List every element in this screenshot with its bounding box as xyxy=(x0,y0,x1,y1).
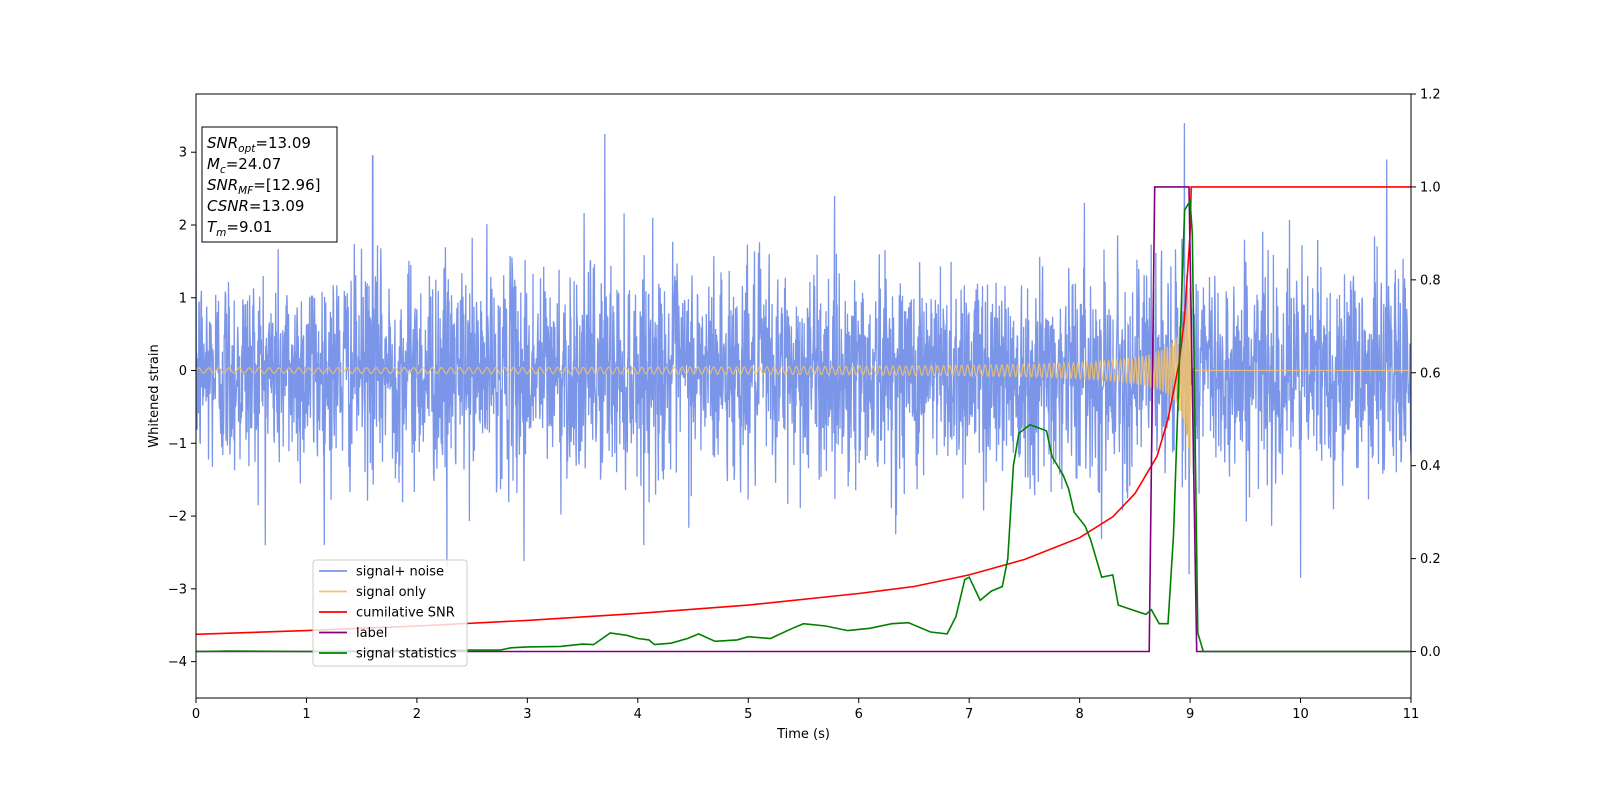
info-value: =[12.96] xyxy=(253,176,320,194)
series-line-signal-statistics xyxy=(196,198,1411,653)
axes: 0 1 2 3 4 5 6 7 8 9 10 11 −4 −3 −2 −1 0 1 2 3 0.0 0.2 0.4 0.6 0.… xyxy=(147,88,1441,743)
legend-label: cumilative SNR xyxy=(356,606,455,621)
x-tick-label: 2 xyxy=(413,707,421,722)
legend: signal+ noise signal only cumilative SNR la… xyxy=(312,559,468,667)
info-subscript: m xyxy=(216,227,226,239)
y-left-tick-label: 0 xyxy=(179,364,187,379)
plot-frame xyxy=(195,93,1412,699)
x-tick-label: 4 xyxy=(634,707,642,722)
x-tick-label: 1 xyxy=(302,707,310,722)
x-tick-label: 8 xyxy=(1075,707,1083,722)
info-symbol: T xyxy=(207,218,218,236)
info-line: Tm=9.01 xyxy=(207,218,272,239)
x-tick-label: 10 xyxy=(1292,707,1309,722)
info-value: =24.07 xyxy=(226,155,282,173)
y-right-tick-label: 0.6 xyxy=(1420,366,1441,381)
info-line: CSNR=13.09 xyxy=(207,197,304,215)
info-value: =9.01 xyxy=(226,218,272,236)
x-tick-label: 6 xyxy=(855,707,863,722)
y-left-tick-label: 3 xyxy=(179,146,187,161)
legend-frame xyxy=(312,559,468,667)
y-left-tick-label: 2 xyxy=(179,218,187,233)
x-tick-label: 3 xyxy=(523,707,531,722)
x-tick-label: 0 xyxy=(192,707,200,722)
y-left-tick-label: −3 xyxy=(168,582,187,597)
info-symbol: M xyxy=(207,155,220,173)
info-value: =13.09 xyxy=(249,197,305,215)
info-symbol: SNR xyxy=(207,176,238,194)
info-subscript: opt xyxy=(238,143,256,155)
info-line: SNRMF=[12.96] xyxy=(207,176,321,197)
x-axis-label: Time (s) xyxy=(776,727,830,742)
info-value: =13.09 xyxy=(255,134,311,152)
y-right-tick-label: 0.4 xyxy=(1420,459,1441,474)
x-tick-label: 11 xyxy=(1403,707,1420,722)
series-line-signal-noise xyxy=(196,123,1411,578)
info-box-frame xyxy=(201,126,338,243)
legend-label: label xyxy=(356,626,387,641)
info-symbol: SNR xyxy=(207,134,238,152)
plot-area xyxy=(196,123,1411,653)
y-right-tick-label: 1.2 xyxy=(1420,88,1441,103)
series-line-cumilative-snr xyxy=(196,186,1411,636)
y-right-tick-label: 1.0 xyxy=(1420,180,1441,195)
y-right-tick-label: 0.2 xyxy=(1420,552,1441,567)
x-tick-label: 5 xyxy=(744,707,752,722)
y-left-tick-label: 1 xyxy=(179,291,187,306)
series-line-signal-only xyxy=(196,261,1411,469)
legend-label: signal+ noise xyxy=(356,565,444,580)
x-tick-label: 9 xyxy=(1186,707,1194,722)
info-line: SNRopt=13.09 xyxy=(207,134,311,155)
legend-label: signal statistics xyxy=(356,647,457,662)
info-subscript: MF xyxy=(238,185,254,197)
info-subscript: c xyxy=(220,164,226,176)
info-box: SNRopt=13.09Mc=24.07SNRMF=[12.96]CSNR=13… xyxy=(201,126,338,243)
y-left-tick-label: −1 xyxy=(168,437,187,452)
info-symbol: CSNR xyxy=(207,197,249,215)
legend-label: signal only xyxy=(356,585,426,600)
y-right-tick-label: 0.0 xyxy=(1420,645,1441,660)
info-line: Mc=24.07 xyxy=(207,155,281,176)
y-axis-label: Whitened strain xyxy=(147,344,162,447)
y-left-tick-label: −4 xyxy=(168,655,187,670)
y-left-tick-label: −2 xyxy=(168,510,187,525)
y-right-tick-label: 0.8 xyxy=(1420,273,1441,288)
x-tick-label: 7 xyxy=(965,707,973,722)
